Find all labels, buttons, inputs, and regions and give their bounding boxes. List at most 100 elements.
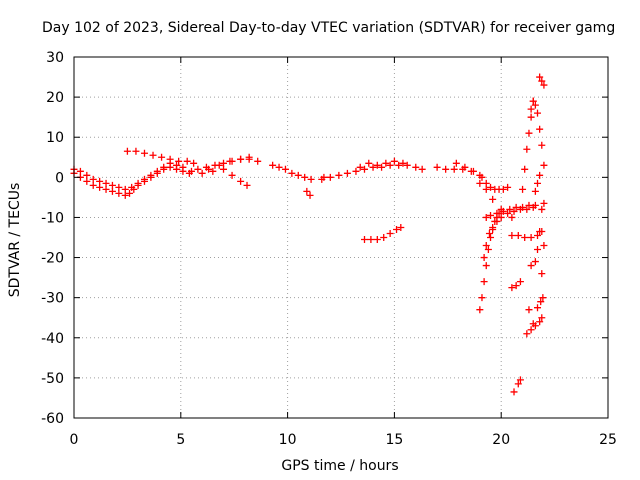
data-point: [183, 157, 191, 165]
data-point: [418, 165, 426, 173]
data-point: [96, 177, 104, 185]
data-point: [166, 155, 174, 163]
data-point: [504, 183, 512, 191]
data-point: [386, 229, 394, 237]
data-point: [395, 161, 403, 169]
y-tick-label: -50: [41, 371, 64, 387]
data-point: [487, 234, 495, 241]
data-point: [294, 171, 302, 179]
data-point: [190, 159, 198, 167]
y-tick-label: -20: [41, 251, 64, 267]
data-point: [499, 185, 507, 193]
data-point: [173, 161, 181, 169]
chart-title: Day 102 of 2023, Sidereal Day-to-day VTE…: [42, 20, 615, 36]
data-point: [489, 195, 497, 203]
data-point: [220, 165, 228, 173]
data-point: [373, 236, 381, 244]
data-point: [482, 185, 490, 193]
data-point: [179, 163, 187, 171]
series: [534, 294, 547, 312]
series: [482, 179, 512, 193]
data-point: [215, 161, 223, 169]
data-point: [108, 181, 116, 189]
data-point: [531, 101, 539, 109]
data-point: [523, 205, 531, 213]
data-point: [307, 175, 315, 183]
data-point: [523, 330, 531, 338]
data-point: [102, 179, 110, 187]
series: [205, 155, 253, 173]
data-point: [536, 171, 544, 179]
data-point: [412, 163, 420, 171]
data-point: [209, 167, 217, 175]
data-point: [380, 234, 388, 241]
data-point: [343, 169, 351, 177]
y-tick-label: 30: [46, 50, 64, 66]
data-point: [476, 306, 484, 314]
data-point: [335, 171, 343, 179]
data-point: [529, 97, 537, 105]
data-point: [499, 207, 507, 215]
data-point: [301, 173, 309, 181]
data-point: [326, 173, 334, 181]
data-point: [534, 179, 542, 187]
data-point: [254, 157, 262, 165]
data-point: [531, 187, 539, 195]
data-point: [487, 183, 495, 191]
data-point: [497, 213, 505, 221]
data-point: [123, 147, 131, 155]
data-point: [89, 175, 97, 183]
data-point: [540, 161, 548, 169]
data-point: [487, 211, 495, 219]
data-point: [356, 163, 364, 171]
data-point: [525, 201, 533, 209]
data-point: [461, 163, 469, 171]
data-point: [390, 157, 398, 165]
data-point: [514, 380, 522, 388]
axis-ticks: 0 5 10 15 20 25 -60 -50 -40 -30 -20 -10 0 10 20 30: [41, 50, 617, 448]
data-point: [121, 191, 129, 199]
data-point: [76, 167, 84, 175]
data-point: [365, 159, 373, 167]
data-point: [386, 161, 394, 169]
series: [187, 165, 251, 189]
data-point: [369, 163, 377, 171]
data-point: [269, 161, 277, 169]
series: [123, 147, 198, 167]
data-point: [320, 173, 328, 181]
data-point: [508, 213, 516, 221]
data-point: [393, 225, 401, 233]
data-point: [442, 165, 450, 173]
data-point: [96, 183, 104, 191]
data-point: [226, 157, 234, 165]
data-point: [360, 165, 368, 173]
data-point: [452, 159, 460, 167]
data-point: [527, 105, 535, 113]
data-point: [538, 270, 546, 278]
data-point: [516, 376, 524, 384]
data-point: [306, 191, 314, 199]
series: [326, 161, 426, 181]
data-point: [433, 163, 441, 171]
data-point: [523, 145, 531, 153]
data-point: [529, 320, 537, 328]
data-point: [514, 231, 522, 239]
data-point: [538, 205, 546, 213]
data-point: [516, 278, 524, 286]
data-point: [373, 161, 381, 169]
data-point: [360, 236, 368, 244]
data-point: [531, 201, 539, 209]
data-point: [506, 205, 514, 213]
data-point: [140, 175, 148, 183]
data-point: [540, 199, 548, 207]
data-point: [521, 165, 529, 173]
data-point: [482, 242, 490, 250]
data-point: [527, 326, 535, 334]
data-point: [540, 242, 548, 250]
data-point: [175, 157, 183, 165]
x-tick-label: 20: [492, 432, 510, 448]
series: [452, 159, 486, 181]
data-point: [510, 388, 518, 396]
